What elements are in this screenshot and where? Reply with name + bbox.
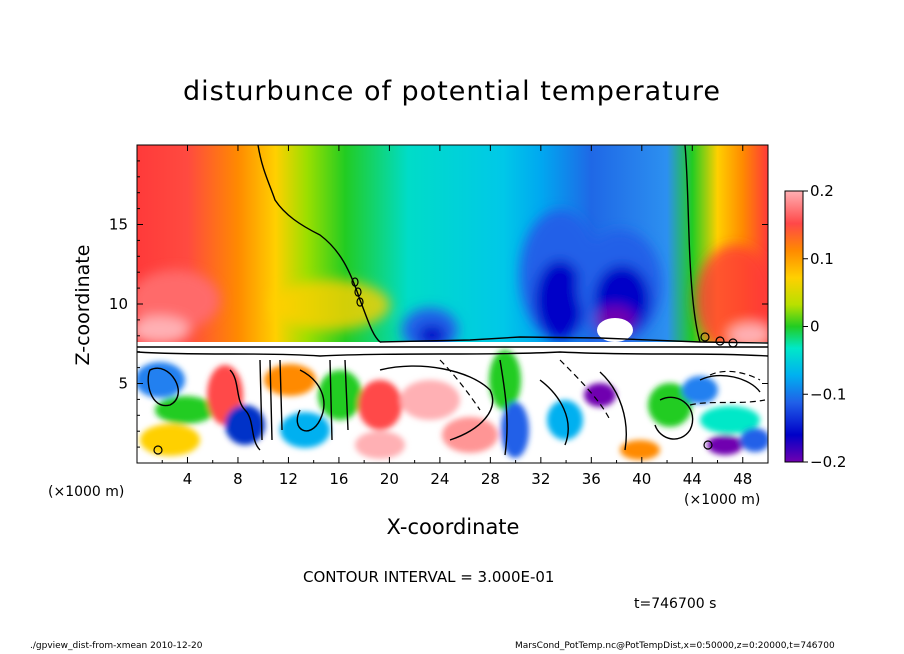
- colorbar-tick-label: 0.1: [810, 250, 834, 268]
- tick-marks: [137, 145, 768, 463]
- x-tick-label: 28: [481, 470, 500, 488]
- x-tick-label: 36: [582, 470, 601, 488]
- white-patch: [597, 318, 633, 342]
- colorbar-tick-label: 0: [810, 318, 820, 336]
- x-tick-labels: 4 8 12 16 20 24 28 32 36 40 44 48: [183, 470, 753, 488]
- footer-file-info: MarsCond_PotTemp.nc@PotTempDist,x=0:5000…: [515, 641, 835, 651]
- x-tick-label: 32: [531, 470, 550, 488]
- x-tick-label: 8: [233, 470, 243, 488]
- x-tick-label: 44: [683, 470, 702, 488]
- small-contour-loops: [153, 277, 738, 455]
- footer-script-info: ./gpview_dist-from-xmean 2010-12-20: [30, 641, 203, 651]
- negative-contours: [439, 359, 766, 421]
- time-label: t=746700 s: [634, 596, 717, 612]
- x-tick-label: 16: [329, 470, 348, 488]
- contour-lines: [137, 145, 768, 456]
- x-tick-label: 12: [279, 470, 298, 488]
- upper-field: [137, 145, 768, 348]
- y-tick-label: 10: [109, 295, 128, 313]
- colorbar-tick-label: −0.1: [810, 385, 846, 403]
- x-tick-label: 4: [183, 470, 193, 488]
- contour-interval-label: CONTOUR INTERVAL = 3.000E-01: [303, 568, 555, 586]
- colorbar-gradient: [785, 191, 803, 462]
- x-tick-label: 48: [733, 470, 752, 488]
- colorbar-tick-label: −0.2: [810, 453, 846, 471]
- x-tick-label: 40: [632, 470, 651, 488]
- lower-patches: [137, 350, 768, 460]
- colorbar-tick-label: 0.2: [810, 182, 834, 200]
- layer-boundary-band: [137, 342, 768, 350]
- chart-title: disturbunce of potential temperature: [183, 76, 721, 107]
- x-axis-label: X-coordinate: [386, 515, 520, 539]
- y-tick-labels: 5 10 15: [109, 216, 128, 393]
- x-unit-left: (×1000 m): [48, 484, 125, 500]
- heatmap-field: [137, 145, 768, 463]
- x-tick-label: 20: [380, 470, 399, 488]
- y-axis-label: Z-coordinate: [72, 244, 94, 366]
- x-unit-right: (×1000 m): [684, 492, 761, 508]
- x-tick-label: 24: [430, 470, 449, 488]
- y-tick-label: 5: [118, 375, 128, 393]
- colorbar: 0.2 0.1 0 −0.1 −0.2: [784, 182, 846, 471]
- y-tick-label: 15: [109, 216, 128, 234]
- colorbar-ticks: 0.2 0.1 0 −0.1 −0.2: [803, 182, 846, 471]
